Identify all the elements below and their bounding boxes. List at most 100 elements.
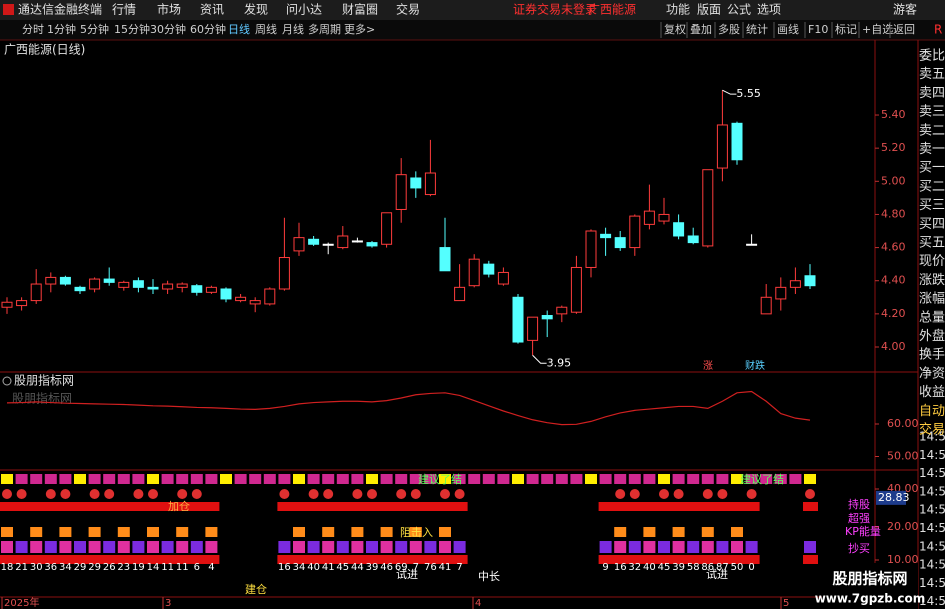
signal-cell bbox=[234, 474, 247, 484]
menu-item[interactable]: 选项 bbox=[757, 3, 781, 17]
signal-cell bbox=[585, 474, 597, 484]
menu-item[interactable]: 版面 bbox=[697, 3, 721, 17]
signal-cell bbox=[702, 489, 713, 499]
menu-item[interactable]: 行情 bbox=[112, 3, 136, 17]
signal-cell bbox=[293, 527, 305, 537]
toolbar-button[interactable]: 统计 bbox=[746, 23, 768, 36]
period-button[interactable]: 更多> bbox=[344, 22, 375, 36]
pointer bbox=[532, 354, 547, 364]
signal-cell bbox=[380, 474, 393, 484]
app-icon bbox=[3, 4, 14, 15]
menu-item[interactable]: 公式 bbox=[727, 3, 751, 17]
candle-body bbox=[366, 242, 378, 247]
period-button[interactable]: 1分钟 bbox=[47, 22, 76, 36]
signal-cell bbox=[176, 541, 189, 553]
period-button[interactable]: 15分钟 bbox=[114, 22, 150, 36]
period-button[interactable]: 5分钟 bbox=[80, 22, 109, 36]
signal-cell bbox=[526, 474, 539, 484]
signal-cell bbox=[408, 555, 424, 564]
marker: 涨 bbox=[703, 360, 713, 372]
candle-body bbox=[716, 124, 728, 169]
indicator-title: 股朋指标网 bbox=[14, 373, 74, 388]
signal-number: 9 bbox=[602, 562, 608, 573]
signal-cell bbox=[146, 555, 161, 564]
side-label: 卖三 bbox=[919, 105, 945, 120]
indicator-icon bbox=[2, 376, 12, 386]
candle-body bbox=[59, 276, 71, 285]
signal-number: 44 bbox=[351, 562, 364, 573]
menu-item[interactable]: 资讯 bbox=[200, 3, 224, 17]
signal-cell bbox=[43, 555, 59, 564]
signal-cell bbox=[658, 474, 670, 484]
toolbar-button[interactable]: +自选 bbox=[862, 23, 893, 36]
signal-cell bbox=[452, 502, 468, 511]
toolbar-button[interactable]: 复权 bbox=[664, 22, 686, 36]
toolbar-button[interactable]: 标记 bbox=[835, 22, 857, 36]
signal-number: 11 bbox=[176, 562, 189, 573]
marker: 财跌 bbox=[745, 359, 765, 372]
signal-cell bbox=[44, 474, 57, 484]
x-tick-label: 4 bbox=[475, 598, 481, 609]
x-tick-label: 3 bbox=[165, 598, 171, 609]
signal-number: 46 bbox=[380, 562, 393, 573]
candle-body bbox=[789, 280, 801, 288]
side-label: 换手 bbox=[919, 348, 945, 363]
side-label: 总量 bbox=[919, 310, 945, 325]
brand-url: www.7gpzb.com bbox=[815, 592, 926, 606]
period-button[interactable]: 周线 bbox=[255, 22, 277, 36]
signal-cell bbox=[599, 541, 612, 553]
signal-cell bbox=[380, 541, 393, 553]
toolbar-button[interactable]: 返回 bbox=[893, 23, 915, 36]
signal-cell bbox=[89, 489, 100, 499]
toolbar-button[interactable]: F10 bbox=[808, 23, 828, 36]
signal-cell bbox=[628, 541, 641, 553]
toolbar-button[interactable]: 画线 bbox=[777, 22, 799, 36]
signal-cell bbox=[351, 527, 364, 537]
period-button[interactable]: 分时 bbox=[22, 23, 44, 36]
menu-item[interactable]: 交易 bbox=[396, 2, 420, 17]
signal-cell bbox=[189, 502, 205, 511]
menu-item[interactable]: 财富圈 bbox=[342, 2, 378, 17]
side-label: 买二 bbox=[919, 179, 945, 194]
y-tick-label: 4.80 bbox=[881, 207, 906, 220]
period-button[interactable]: 月线 bbox=[282, 22, 304, 36]
period-button[interactable]: 60分钟 bbox=[190, 22, 226, 36]
period-button[interactable]: 多周期 bbox=[308, 22, 341, 36]
signal-cell bbox=[497, 474, 510, 484]
signal-number: 11 bbox=[161, 562, 174, 573]
toolbar-button[interactable]: 多股 bbox=[718, 22, 740, 36]
corner[interactable]: R bbox=[934, 23, 942, 37]
signal-cell bbox=[58, 555, 74, 564]
menu-item[interactable]: 问小达 bbox=[286, 3, 322, 17]
period-button[interactable]: 30分钟 bbox=[150, 22, 186, 36]
signal-cell bbox=[629, 489, 640, 499]
notice[interactable]: 证券交易未登录 bbox=[513, 2, 597, 17]
signal-cell bbox=[541, 474, 554, 484]
signal-cell bbox=[744, 555, 760, 564]
side-label: 净资 bbox=[919, 366, 945, 381]
high-label: 5.55 bbox=[736, 87, 761, 100]
signal-cell bbox=[277, 555, 293, 564]
signal-cell bbox=[306, 555, 322, 564]
candle-body bbox=[673, 222, 685, 237]
signal-cell bbox=[627, 502, 643, 511]
menu-item[interactable]: 市场 bbox=[157, 2, 181, 17]
period-button[interactable]: 日线 bbox=[228, 22, 250, 36]
menu-item[interactable]: 发现 bbox=[244, 2, 268, 17]
signal-cell bbox=[642, 555, 658, 564]
signal-cell bbox=[643, 527, 656, 537]
y-tick-label: 4.00 bbox=[881, 340, 906, 353]
signal-cell bbox=[175, 502, 191, 511]
signal-cell bbox=[204, 555, 220, 564]
signal-cell bbox=[1, 474, 13, 484]
signal-number: 40 bbox=[307, 562, 320, 573]
signal-cell bbox=[716, 474, 729, 484]
menu-item[interactable]: 功能 bbox=[666, 3, 690, 17]
signal-cell bbox=[700, 555, 716, 564]
signal-cell bbox=[336, 541, 349, 553]
signal-cell bbox=[512, 474, 524, 484]
chart-title: 广西能源(日线) bbox=[4, 43, 85, 57]
user[interactable]: 游客 bbox=[893, 2, 917, 17]
candle-body bbox=[249, 300, 261, 305]
toolbar-button[interactable]: 叠加 bbox=[690, 23, 712, 36]
